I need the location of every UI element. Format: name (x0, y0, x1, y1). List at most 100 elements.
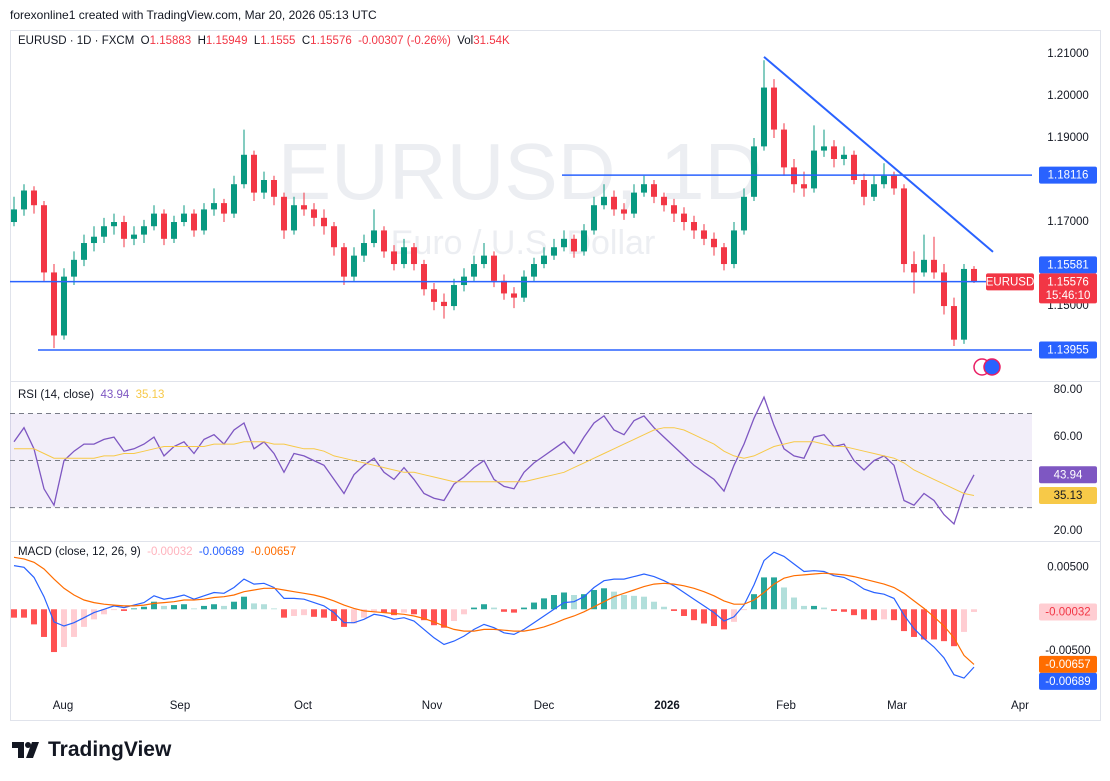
candle-body (331, 226, 337, 248)
candle-body (501, 280, 507, 294)
candle-body (61, 276, 67, 336)
histogram-bar (441, 609, 447, 628)
histogram-bar (871, 609, 877, 621)
histogram-bar (501, 609, 507, 612)
candle-body (351, 255, 357, 277)
candle-body (931, 259, 937, 273)
value-label (1039, 466, 1097, 484)
macd-value: -0.00689 (198, 546, 245, 558)
candle-body (151, 213, 157, 227)
ohlc-value: 1.15949 (205, 35, 248, 47)
histogram-bar (291, 609, 297, 616)
candle-body (371, 230, 377, 244)
change: -0.00307 (358, 35, 404, 47)
histogram-bar (531, 602, 537, 610)
candle-body (901, 188, 907, 265)
candle-body (471, 264, 477, 277)
histogram-bar (761, 577, 767, 610)
value-label (1039, 655, 1097, 673)
candle-body (11, 209, 17, 223)
watermark-subtitle: Euro / U.S. Dollar (391, 224, 656, 262)
histogram-bar (661, 606, 667, 610)
candle-body (741, 196, 747, 231)
histogram-bar (771, 577, 777, 610)
histogram-bar (711, 609, 717, 627)
candle-body (111, 222, 117, 227)
histogram-bar (121, 609, 127, 611)
candle-body (451, 285, 457, 307)
candle-body (911, 264, 917, 273)
indicator-line (13, 556, 975, 665)
histogram-bar (681, 609, 687, 616)
candle-body (831, 146, 837, 159)
y-tick-label: 60.00 (1054, 431, 1083, 443)
macd-title: MACD (close, 12, 26, 9) (18, 546, 141, 558)
candle-body (531, 264, 537, 277)
value-label-text: 43.94 (1054, 469, 1083, 481)
histogram-bar (861, 609, 867, 620)
x-tick-label: 2026 (654, 700, 680, 712)
histogram-bar (91, 609, 97, 620)
candle-body (141, 226, 147, 235)
histogram-bar (921, 609, 927, 640)
histogram-bar (851, 609, 857, 616)
ohlc-label: O (140, 35, 150, 47)
histogram-bar (901, 609, 907, 632)
histogram-bar (321, 609, 327, 618)
histogram-bar (221, 605, 227, 610)
candle-body (701, 230, 707, 239)
histogram-bar (961, 609, 967, 632)
candle-body (621, 209, 627, 214)
candle-body (421, 264, 427, 290)
histogram-bar (351, 609, 357, 624)
candle-body (861, 180, 867, 197)
rsi-ma-value: 35.13 (135, 389, 165, 401)
candle-body (711, 238, 717, 248)
candle-body (211, 203, 217, 210)
histogram-bar (651, 601, 657, 610)
histogram-bar (721, 609, 727, 630)
candle-body (681, 213, 687, 223)
histogram-bar (891, 609, 897, 621)
histogram-bar (201, 605, 207, 610)
candle-body (381, 230, 387, 252)
value-label-text: -0.00657 (1045, 659, 1090, 671)
line-price-label-text: 1.13955 (1047, 344, 1089, 356)
histogram-bar (881, 609, 887, 620)
candle-body (251, 154, 257, 193)
volume-label: Vol (457, 35, 474, 47)
x-tick-label: Mar (887, 700, 907, 712)
candle-body (81, 243, 87, 260)
brand-logo (12, 742, 39, 758)
histogram-bar (41, 609, 47, 637)
candle-body (971, 268, 977, 282)
x-tick-label: Feb (776, 700, 796, 712)
histogram-bar (931, 609, 937, 640)
histogram-bar (611, 591, 617, 610)
histogram-bar (821, 607, 827, 610)
candle-body (671, 205, 677, 214)
x-tick-label: Apr (1011, 700, 1029, 712)
candle-body (71, 259, 77, 277)
candle-body (541, 255, 547, 265)
line-price-label (1039, 341, 1097, 359)
last-price-text: 1.15576 (1047, 276, 1089, 288)
candle-body (731, 230, 737, 265)
histogram-bar (811, 605, 817, 610)
histogram-bar (251, 603, 257, 610)
candle-body (231, 184, 237, 214)
histogram-bar (741, 609, 747, 611)
candle-body (881, 175, 887, 185)
candle-body (871, 184, 877, 197)
candle-body (751, 146, 757, 197)
histogram-bar (171, 605, 177, 610)
value-label (1039, 603, 1097, 621)
candle-body (161, 213, 167, 239)
histogram-bar (751, 594, 757, 610)
watermark: EURUSD, 1D (278, 127, 763, 216)
histogram-bar (231, 601, 237, 610)
histogram-bar (601, 588, 607, 610)
candle-body (781, 129, 787, 168)
candle-body (21, 190, 27, 210)
